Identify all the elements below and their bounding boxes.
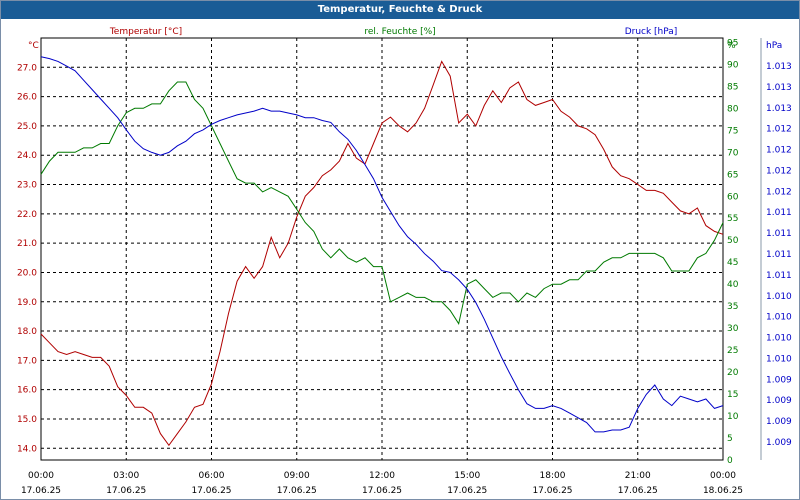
humidity-tick-label: 15 [727, 390, 738, 400]
pressure-tick-label: 1.013 [766, 83, 792, 93]
pressure-tick-label: 1.011 [766, 271, 792, 281]
temperature-unit-label: °C [28, 41, 39, 51]
series-line-humidity [40, 81, 724, 325]
humidity-tick-label: 0 [727, 456, 733, 466]
pressure-tick-label: 1.010 [766, 292, 792, 302]
pressure-tick-label: 1.011 [766, 208, 792, 218]
pressure-tick-label: 1.011 [766, 229, 792, 239]
x-tick-time-label: 09:00 [284, 471, 310, 481]
x-tick-date-label: 17.06.25 [106, 486, 146, 496]
pressure-tick-label: 1.010 [766, 354, 792, 364]
x-tick-date-label: 17.06.25 [191, 486, 231, 496]
humidity-tick-label: 75 [727, 126, 738, 136]
x-tick-date-label: 18.06.25 [703, 486, 743, 496]
humidity-tick-label: 85 [727, 82, 738, 92]
humidity-tick-label: 80 [727, 104, 739, 114]
temperature-tick-label: 18.0 [17, 327, 37, 337]
x-tick-date-label: 17.06.25 [447, 486, 487, 496]
temperature-axis-title: Temperatur [°C] [109, 27, 182, 37]
pressure-tick-label: 1.013 [766, 104, 792, 114]
humidity-tick-label: 20 [727, 368, 739, 378]
temperature-tick-label: 23.0 [17, 181, 37, 191]
x-tick-date-label: 17.06.25 [618, 486, 658, 496]
temperature-tick-label: 26.0 [17, 93, 37, 103]
temperature-tick-label: 15.0 [17, 415, 37, 425]
x-tick-time-label: 18:00 [540, 471, 566, 481]
x-tick-time-label: 03:00 [113, 471, 139, 481]
temperature-tick-label: 20.0 [17, 268, 37, 278]
temperature-tick-label: 25.0 [17, 122, 37, 132]
pressure-tick-label: 1.009 [766, 417, 792, 427]
humidity-tick-label: 30 [727, 324, 739, 334]
x-tick-date-label: 17.06.25 [532, 486, 572, 496]
humidity-tick-label: 65 [727, 170, 738, 180]
x-tick-time-label: 06:00 [199, 471, 225, 481]
humidity-tick-label: 60 [727, 192, 739, 202]
humidity-tick-label: 90 [727, 60, 739, 70]
humidity-tick-label: 25 [727, 346, 738, 356]
temperature-tick-label: 19.0 [17, 298, 37, 308]
x-tick-time-label: 21:00 [625, 471, 651, 481]
humidity-tick-label: 70 [727, 148, 739, 158]
pressure-tick-label: 1.012 [766, 125, 792, 135]
pressure-tick-label: 1.012 [766, 187, 792, 197]
humidity-tick-label: 40 [727, 280, 739, 290]
humidity-tick-label: 95 [727, 38, 738, 48]
x-tick-date-label: 17.06.25 [21, 486, 61, 496]
pressure-tick-label: 1.010 [766, 334, 792, 344]
pressure-axis-title: Druck [hPa] [625, 27, 678, 37]
humidity-tick-label: 50 [727, 236, 739, 246]
pressure-tick-label: 1.010 [766, 313, 792, 323]
temperature-tick-label: 22.0 [17, 210, 37, 220]
x-tick-time-label: 15:00 [454, 471, 480, 481]
humidity-tick-label: 55 [727, 214, 738, 224]
series-line-temperature [40, 60, 724, 447]
humidity-tick-label: 5 [727, 434, 733, 444]
pressure-tick-label: 1.009 [766, 396, 792, 406]
x-tick-time-label: 00:00 [28, 471, 54, 481]
temperature-tick-label: 24.0 [17, 151, 37, 161]
pressure-tick-label: 1.009 [766, 438, 792, 448]
pressure-tick-label: 1.009 [766, 375, 792, 385]
x-tick-time-label: 12:00 [369, 471, 395, 481]
temperature-tick-label: 17.0 [17, 356, 37, 366]
pressure-tick-label: 1.012 [766, 166, 792, 176]
temperature-tick-label: 27.0 [17, 63, 37, 73]
x-tick-date-label: 17.06.25 [362, 486, 402, 496]
humidity-tick-label: 35 [727, 302, 738, 312]
chart-title: Temperatur, Feuchte & Druck [1, 1, 799, 19]
x-tick-time-label: 00:00 [710, 471, 736, 481]
x-tick-date-label: 17.06.25 [277, 486, 317, 496]
humidity-axis-title: rel. Feuchte [%] [364, 27, 435, 37]
plot-area-border [40, 37, 724, 461]
temperature-tick-label: 21.0 [17, 239, 37, 249]
humidity-tick-label: 10 [727, 412, 739, 422]
pressure-unit-label: hPa [766, 41, 782, 51]
pressure-tick-label: 1.012 [766, 146, 792, 156]
pressure-tick-label: 1.011 [766, 250, 792, 260]
temperature-tick-label: 16.0 [17, 386, 37, 396]
pressure-tick-label: 1.013 [766, 62, 792, 72]
temperature-tick-label: 14.0 [17, 444, 37, 454]
humidity-unit-label: % [727, 41, 736, 51]
series-line-pressure [40, 56, 724, 433]
humidity-tick-label: 45 [727, 258, 738, 268]
